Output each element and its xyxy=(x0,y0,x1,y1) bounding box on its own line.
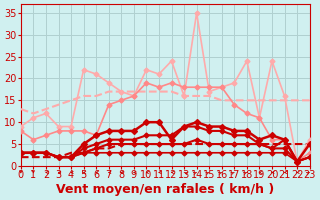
X-axis label: Vent moyen/en rafales ( km/h ): Vent moyen/en rafales ( km/h ) xyxy=(56,183,274,196)
